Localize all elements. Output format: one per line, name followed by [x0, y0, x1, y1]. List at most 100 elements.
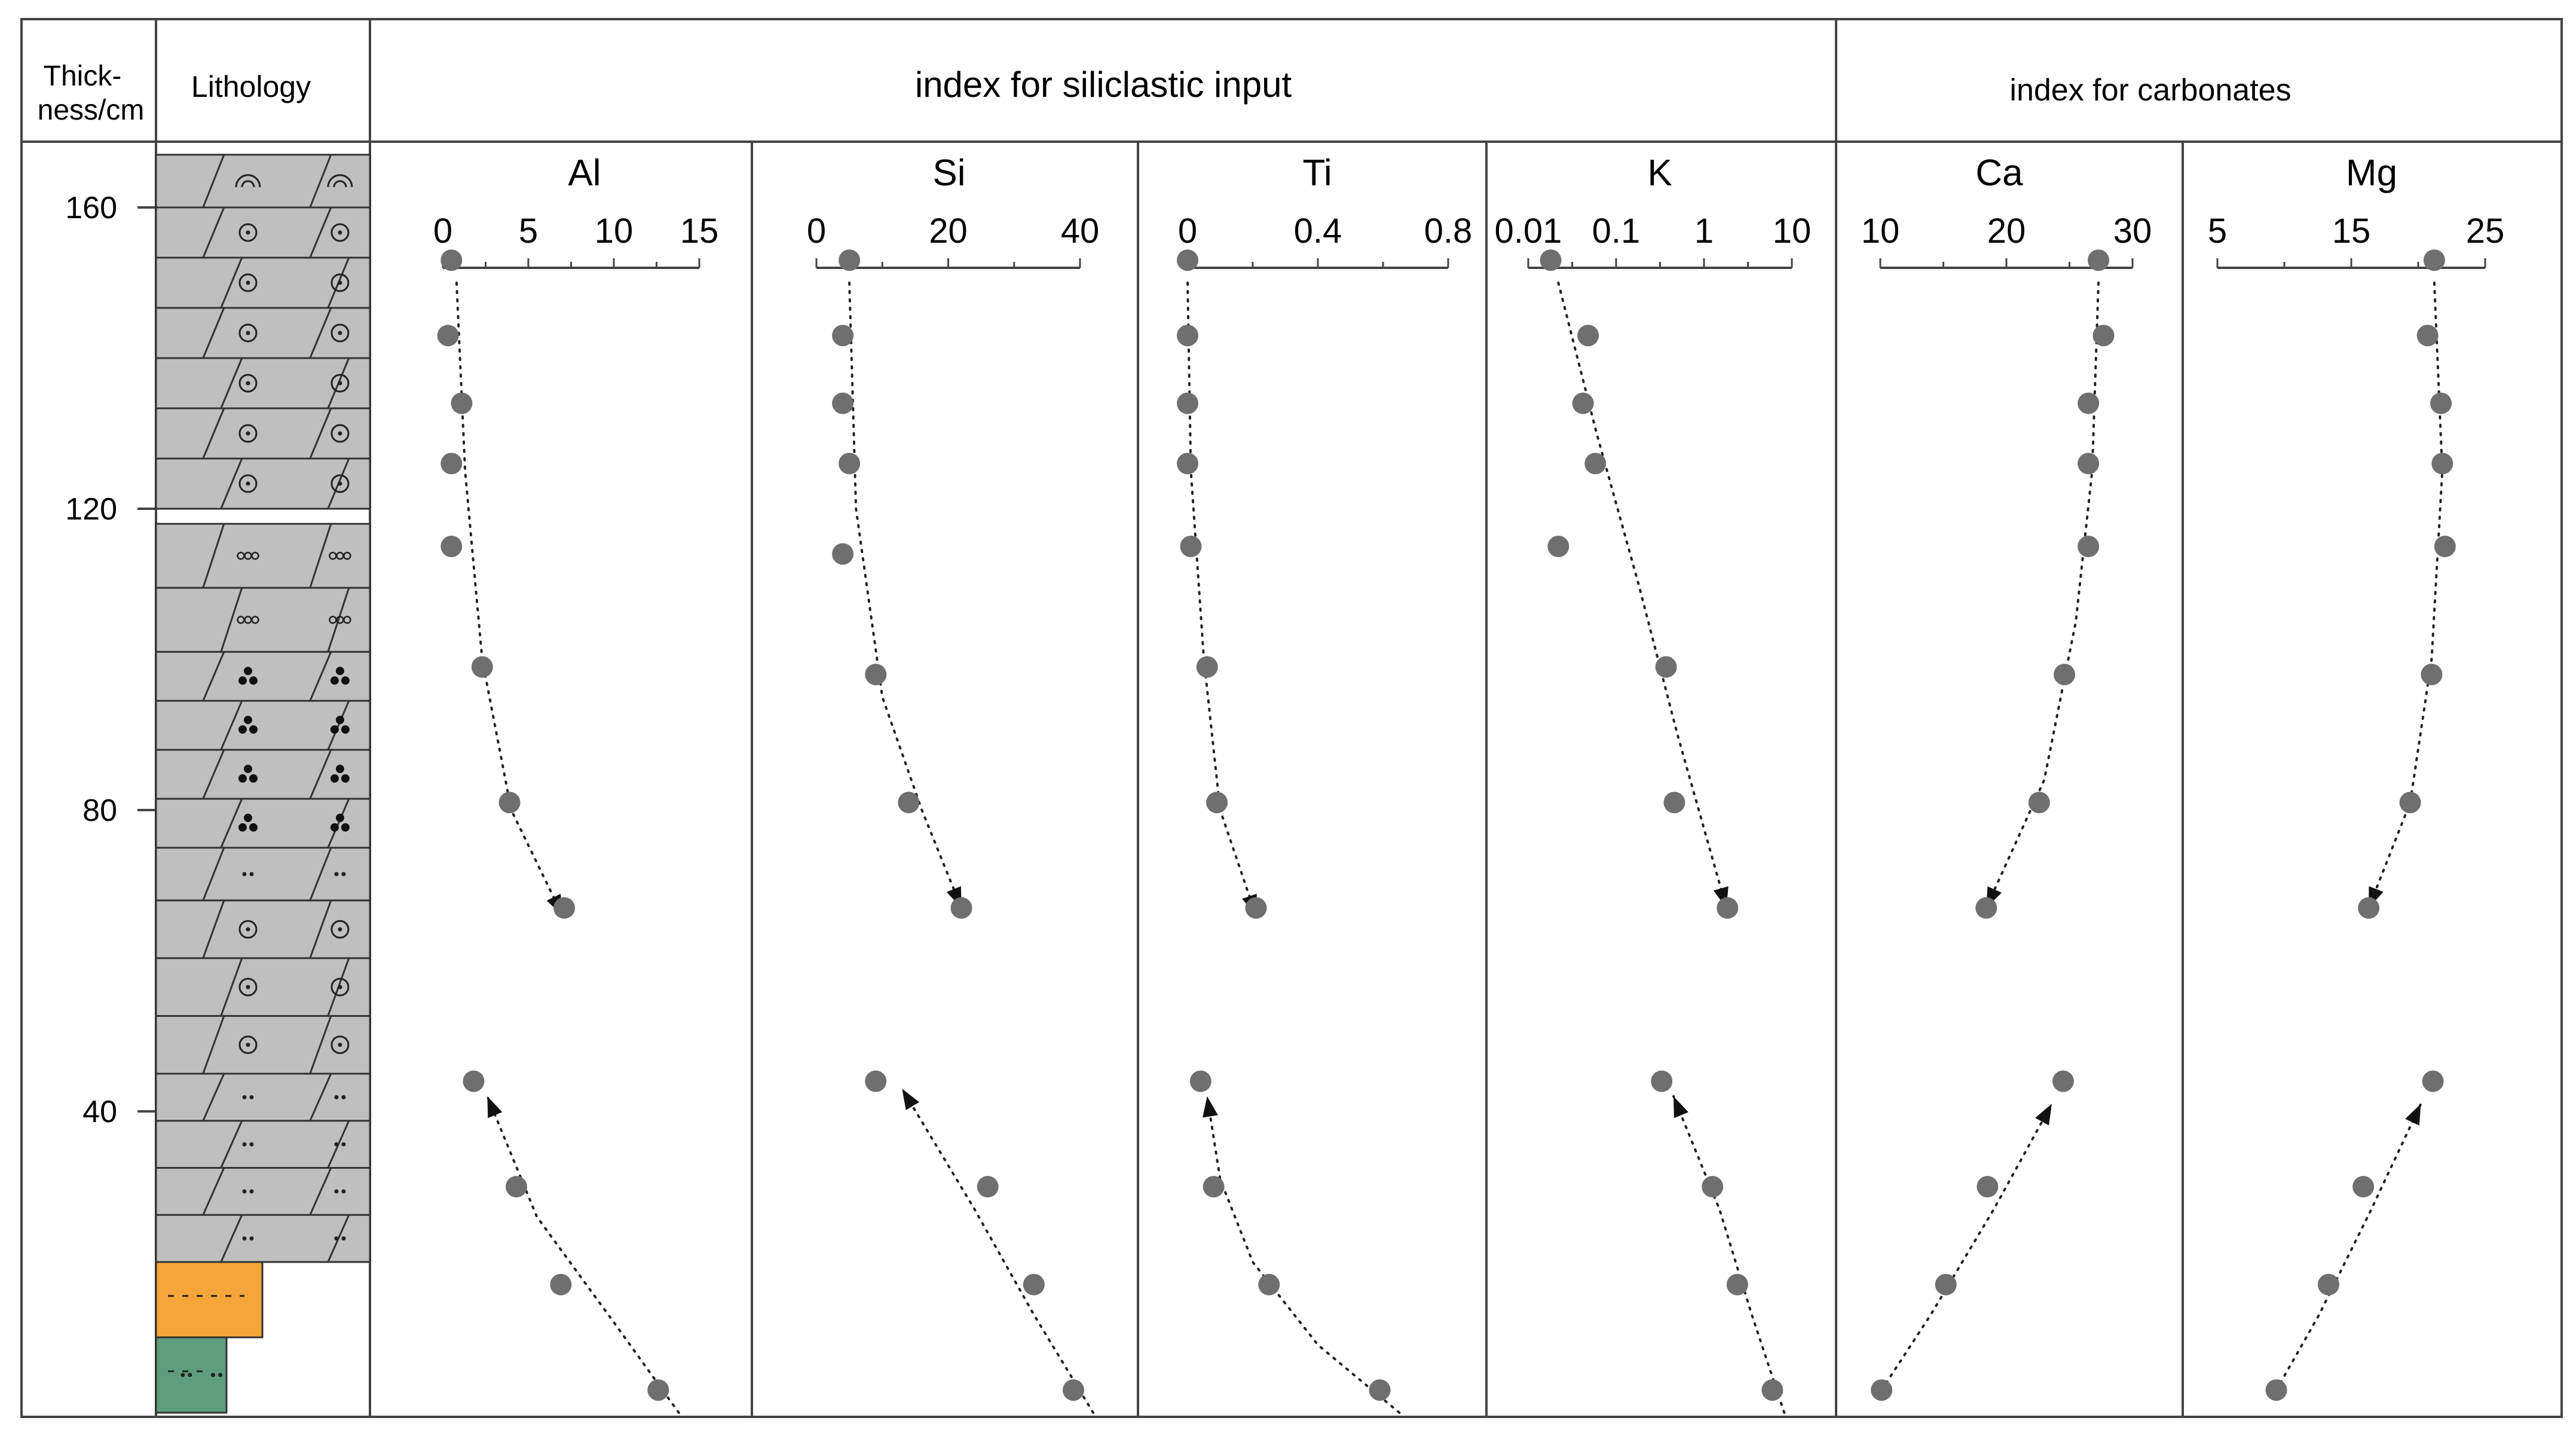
data-point: [1572, 392, 1594, 414]
x-tick-label: 0: [1178, 212, 1197, 250]
data-point: [1177, 392, 1198, 414]
depth-tick-label: 40: [82, 1095, 117, 1129]
depth-tick-label: 120: [65, 492, 117, 527]
carbonate-group-header: index for carbonates: [2009, 73, 2291, 108]
data-point: [2434, 536, 2456, 557]
data-point: [440, 249, 463, 271]
data-point: [440, 453, 463, 475]
panel-title-si: Si: [932, 152, 965, 194]
panel-ca: 10 20 30: [1861, 212, 2152, 1401]
data-point: [1584, 453, 1607, 475]
data-point: [2422, 1070, 2444, 1092]
x-tick-label: 20: [1987, 212, 2026, 250]
thickness-header-line1: Thick-: [44, 60, 122, 92]
x-tick-label: 40: [1061, 212, 1100, 250]
lithology-header: Lithology: [191, 70, 311, 103]
data-point: [1177, 249, 1198, 271]
thickness-header-line2: ness/cm: [38, 94, 145, 126]
x-tick-label: 20: [929, 212, 968, 250]
x-tick-label: 0.01: [1495, 212, 1562, 250]
data-point: [865, 664, 887, 686]
data-point: [1177, 453, 1198, 475]
data-point: [437, 325, 459, 347]
depth-tick-label: 80: [82, 793, 117, 828]
data-point: [1726, 1273, 1748, 1295]
data-point: [1761, 1379, 1783, 1401]
data-point: [2423, 249, 2445, 271]
panel-title-ca: Ca: [1975, 152, 2023, 194]
data-point: [2317, 1273, 2339, 1295]
x-tick-label: 0.8: [1424, 212, 1473, 250]
data-point: [832, 543, 854, 565]
panel-ti: 0 0.4 0.8: [1177, 212, 1473, 1414]
data-point: [1206, 792, 1228, 814]
depth-axis: 160 120 80 40: [65, 191, 156, 1129]
trend-line: [1985, 282, 2100, 909]
trend-arrowhead: [1674, 1096, 1688, 1119]
x-tick-label: 5: [519, 212, 538, 250]
data-point: [2399, 792, 2421, 814]
panel-title-al: Al: [568, 152, 601, 194]
data-point: [498, 792, 521, 814]
data-point: [839, 249, 861, 271]
panel-title-ti: Ti: [1302, 152, 1332, 194]
data-point: [832, 325, 854, 347]
data-point: [1935, 1273, 1957, 1295]
trend-arrowhead: [2035, 1104, 2052, 1126]
data-point: [898, 792, 920, 814]
data-point: [647, 1379, 669, 1401]
x-tick-label: 15: [680, 212, 719, 250]
data-point: [2421, 664, 2443, 686]
data-point: [1245, 897, 1267, 919]
data-point: [2054, 664, 2076, 686]
panel-mg: 5 15 25: [2208, 212, 2504, 1401]
data-point: [977, 1176, 999, 1197]
trend-arrowhead: [902, 1089, 919, 1111]
panel-k: 0.01 0.1 1 10: [1495, 212, 1812, 1414]
data-point: [2028, 792, 2050, 814]
data-point: [1203, 1176, 1225, 1197]
panel-si: 0 20 40: [807, 212, 1100, 1414]
data-point: [1717, 897, 1739, 919]
trend-line: [1880, 1102, 2053, 1392]
data-point: [2352, 1176, 2375, 1197]
data-point: [505, 1176, 527, 1197]
data-point: [1189, 1070, 1211, 1092]
table-frame: [20, 18, 2563, 1418]
x-tick-label: 0.4: [1294, 212, 1342, 250]
data-point: [1577, 325, 1599, 347]
data-point: [2078, 392, 2100, 414]
data-point: [1540, 249, 1562, 271]
siliclastic-group-header: index for siliclastic input: [915, 65, 1292, 105]
lithology-unit-silty: [155, 1336, 228, 1414]
x-tick-label: 0: [807, 212, 826, 250]
data-point: [2052, 1070, 2074, 1092]
trend-line: [2275, 1102, 2422, 1392]
data-point: [1180, 536, 1202, 557]
lithology-unit-bioclastic: [155, 899, 371, 1075]
panel-al: 0 5 10 15: [433, 212, 719, 1414]
data-point: [2265, 1379, 2287, 1401]
data-point: [1196, 656, 1218, 678]
data-point: [1369, 1379, 1391, 1401]
data-point: [1871, 1379, 1893, 1401]
data-point: [839, 453, 861, 475]
panel-title-mg: Mg: [2346, 152, 2397, 194]
data-point: [2088, 249, 2110, 271]
lithology-column: [155, 154, 371, 1414]
data-point: [1547, 536, 1570, 557]
data-point: [1023, 1273, 1045, 1295]
depth-tick-label: 160: [65, 191, 117, 225]
trend-line: [1557, 282, 1728, 909]
lithology-unit-sandy: [155, 1261, 264, 1339]
data-point: [2092, 325, 2115, 347]
data-point: [440, 536, 463, 557]
x-tick-label: 1: [1694, 212, 1714, 250]
x-tick-label: 10: [1773, 212, 1812, 250]
x-tick-label: 30: [2113, 212, 2152, 250]
data-point: [1702, 1176, 1724, 1197]
data-point: [1975, 897, 1997, 919]
trend-arrowhead: [487, 1096, 503, 1119]
data-point: [832, 392, 854, 414]
trend-line: [1672, 1095, 1786, 1414]
